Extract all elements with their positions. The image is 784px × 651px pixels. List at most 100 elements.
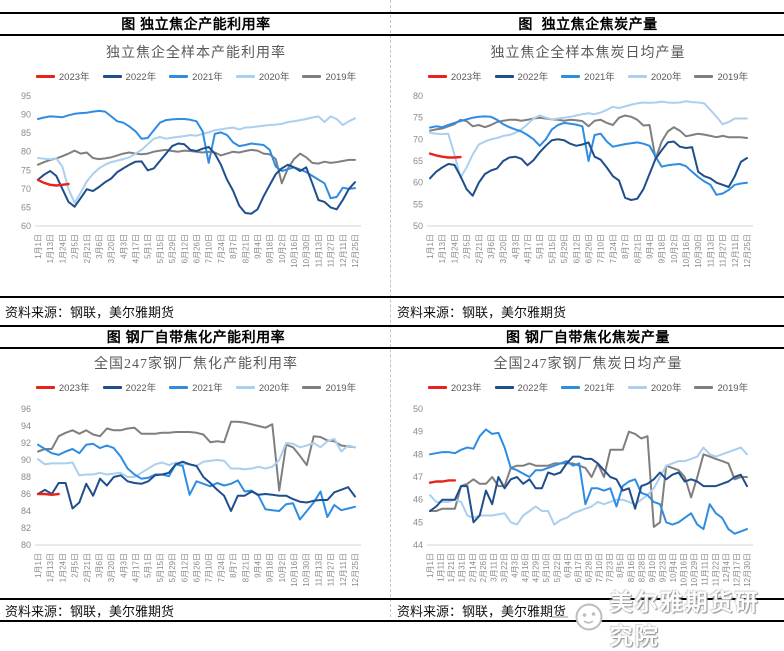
legend-item: 2022年 xyxy=(494,380,548,394)
y-tick-label: 85 xyxy=(20,128,30,138)
legend-label: 2020年 xyxy=(258,72,290,83)
x-tick-label: 5月10日 xyxy=(542,553,551,582)
legend-swatch xyxy=(35,385,55,389)
x-tick-label: 12月11日 xyxy=(338,234,347,267)
legend-label: 2021年 xyxy=(584,383,615,394)
chart-legend: 2023年 2022年 2021年 2020年 2019年 xyxy=(35,375,357,399)
charts-row-2: 全国247家钢厂焦化产能利用率 2023年 2022年 2021年 2020年 2019… xyxy=(0,347,784,598)
figure-header-output-independent: 图 独立焦企焦炭产量 xyxy=(518,16,658,32)
x-tick-label: 3月22日 xyxy=(499,553,508,582)
legend-label: 2023年 xyxy=(450,383,482,394)
x-tick-label: 5月15日 xyxy=(155,553,164,582)
legend-label: 2019年 xyxy=(325,383,357,394)
x-tick-label: 8月21日 xyxy=(241,553,250,582)
x-tick-label: 3月6日 xyxy=(94,553,103,578)
x-tick-label: 1月13日 xyxy=(46,553,55,582)
source-row-1: 资料来源：钢联，美尔雅期货 资料来源：钢联，美尔雅期货 xyxy=(0,296,784,325)
legend-label: 2019年 xyxy=(717,72,749,83)
legend-label: 2023年 xyxy=(58,383,90,394)
legend-label: 2020年 xyxy=(258,383,290,394)
legend-item: 2020年 xyxy=(235,380,290,394)
x-tick-label: 9月4日 xyxy=(253,234,262,259)
x-tick-label: 2月26日 xyxy=(478,553,487,582)
series-line-2019年 xyxy=(428,114,748,160)
x-tick-label: 6月26日 xyxy=(192,234,201,263)
x-tick-label: 6月12日 xyxy=(572,234,581,263)
line-chart: 50 55 60 65 70 75 80 1月1日 1月13日 1月24日 2月5日 2月21日 3月6… xyxy=(412,91,753,268)
legend-swatch xyxy=(561,74,581,78)
x-tick-label: 6月17日 xyxy=(573,553,582,582)
figure-header-utilization-steelmill: 图 钢厂自带焦化产能利用率 xyxy=(106,329,286,345)
y-tick-label: 80 xyxy=(412,91,422,101)
legend-swatch xyxy=(561,385,581,389)
source-row-2: 资料来源：钢联，美尔雅期货 资料来源：钢联，美尔雅期货 xyxy=(0,598,784,622)
series-line-2019年 xyxy=(36,420,356,492)
legend-label: 2020年 xyxy=(650,72,682,83)
x-tick-label: 9月18日 xyxy=(265,553,274,582)
x-tick-label: 1月21日 xyxy=(447,553,456,582)
series-line-2021年 xyxy=(36,442,356,521)
y-tick-label: 95 xyxy=(20,91,30,101)
legend-item: 2023年 xyxy=(35,380,90,394)
x-tick-label: 3月20日 xyxy=(107,234,116,263)
legend-label: 2022年 xyxy=(125,383,157,394)
x-tick-label: 10月16日 xyxy=(679,553,688,587)
x-tick-label: 5月15日 xyxy=(547,234,556,263)
legend-swatch xyxy=(694,74,714,78)
series-line-2022年 xyxy=(428,138,748,201)
x-tick-label: 3月6日 xyxy=(94,234,103,259)
x-tick-label: 9月4日 xyxy=(645,234,654,259)
x-tick-label: 12月11日 xyxy=(730,234,739,267)
legend-item: 2021年 xyxy=(561,380,615,394)
x-tick-label: 6月12日 xyxy=(180,234,189,263)
y-tick-label: 90 xyxy=(20,110,30,120)
y-tick-label: 60 xyxy=(412,178,422,188)
x-tick-label: 8月28日 xyxy=(637,553,646,582)
x-tick-label: 12月25日 xyxy=(351,234,360,268)
watermark: 美尔雅期货研究院 xyxy=(552,583,784,651)
legend-label: 2019年 xyxy=(717,383,749,394)
x-tick-label: 5月15日 xyxy=(155,234,164,263)
series-line-2020年 xyxy=(428,100,748,179)
line-chart: 44 45 46 47 48 49 50 1月1日 1月11日 1月21日 1月31日 2月14日 2月… xyxy=(412,404,753,587)
series-line-2020年 xyxy=(428,446,748,526)
legend-swatch xyxy=(169,385,189,389)
chart-title: 全国247家钢厂焦炭日均产量 xyxy=(493,357,683,372)
x-tick-label: 6月26日 xyxy=(192,553,201,582)
x-tick-label: 12月17日 xyxy=(732,553,741,587)
y-tick-label: 65 xyxy=(20,202,30,212)
legend-label: 2021年 xyxy=(584,72,615,83)
chart-legend: 2023年 2022年 2021年 2020年 2019年 xyxy=(427,375,749,399)
chart-panel-independent-output: 独立焦企全样本焦炭日均产量 2023年 2022年 2021年 2020年 2019年 … xyxy=(392,36,784,296)
x-tick-label: 10月30日 xyxy=(302,234,311,268)
x-tick-label: 6月26日 xyxy=(584,234,593,263)
x-tick-label: 8月5日 xyxy=(616,553,625,578)
x-tick-label: 4月17日 xyxy=(523,234,532,263)
legend-item: 2022年 xyxy=(494,69,549,83)
legend-swatch xyxy=(302,74,322,78)
x-tick-label: 11月27日 xyxy=(718,234,727,267)
y-tick-label: 47 xyxy=(412,472,422,482)
x-tick-label: 11月13日 xyxy=(706,234,715,267)
x-tick-label: 4月3日 xyxy=(119,234,128,259)
legend-label: 2022年 xyxy=(125,72,157,83)
legend-item: 2022年 xyxy=(102,380,157,394)
x-tick-label: 11月11日 xyxy=(700,553,709,586)
x-tick-label: 1月13日 xyxy=(46,234,55,263)
legend-swatch xyxy=(627,385,647,389)
x-tick-label: 2月5日 xyxy=(462,234,471,259)
x-tick-label: 6月4日 xyxy=(563,553,572,578)
legend-label: 2020年 xyxy=(650,383,682,394)
y-tick-label: 88 xyxy=(20,472,30,482)
x-tick-label: 3月20日 xyxy=(107,553,116,582)
x-tick-label: 9月18日 xyxy=(657,234,666,263)
legend-item: 2020年 xyxy=(627,380,682,394)
series-line-2023年 xyxy=(428,152,462,159)
source-note: 资料来源：钢联，美尔雅期货 xyxy=(5,305,175,320)
x-tick-label: 10月4日 xyxy=(669,553,678,582)
x-tick-label: 1月31日 xyxy=(457,553,466,582)
x-tick-label: 10月2日 xyxy=(277,553,286,582)
figure-header-utilization-independent: 图 独立焦企产能利用率 xyxy=(121,16,271,32)
x-tick-label: 9月18日 xyxy=(265,234,274,263)
legend-label: 2022年 xyxy=(517,72,549,83)
